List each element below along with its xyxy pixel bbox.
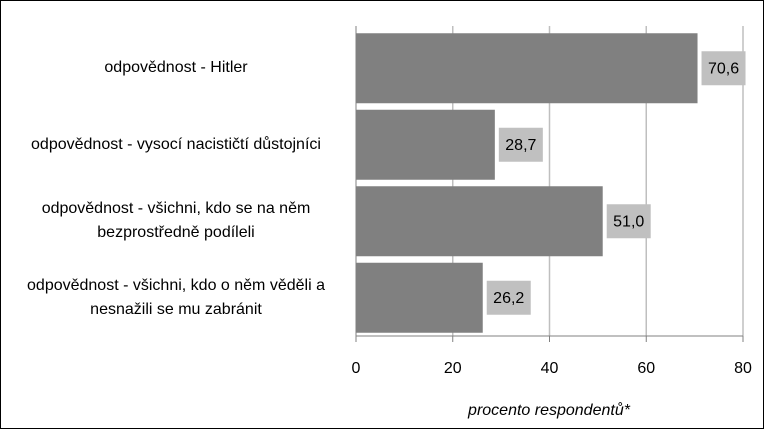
bar (356, 109, 495, 180)
x-tick-label: 20 (444, 360, 462, 377)
value-label: 51,0 (613, 213, 644, 230)
y-tick-label: odpovědnost - všichni, kdo o něm věděli … (27, 276, 325, 318)
x-tick-label: 40 (541, 360, 559, 377)
bar (356, 186, 603, 257)
x-tick-label: 80 (734, 360, 752, 377)
value-label: 70,6 (708, 60, 739, 77)
y-tick-label: odpovědnost - Hitler (104, 59, 248, 77)
value-label: 26,2 (493, 290, 524, 307)
value-label-box (701, 51, 746, 86)
bar (356, 262, 483, 333)
x-tick-label: 0 (352, 360, 361, 377)
value-label-box (606, 204, 651, 239)
y-tick-label: odpovědnost - všichni, kdo se na něm bez… (41, 200, 311, 242)
value-label-box (498, 127, 543, 162)
x-tick-label: 60 (637, 360, 655, 377)
value-label: 28,7 (505, 137, 536, 154)
bar (356, 33, 698, 104)
value-label-box (486, 280, 531, 315)
x-axis-label: procento respondentů* (467, 401, 631, 419)
y-tick-label: odpovědnost - vysocí nacističtí důstojní… (31, 135, 321, 153)
